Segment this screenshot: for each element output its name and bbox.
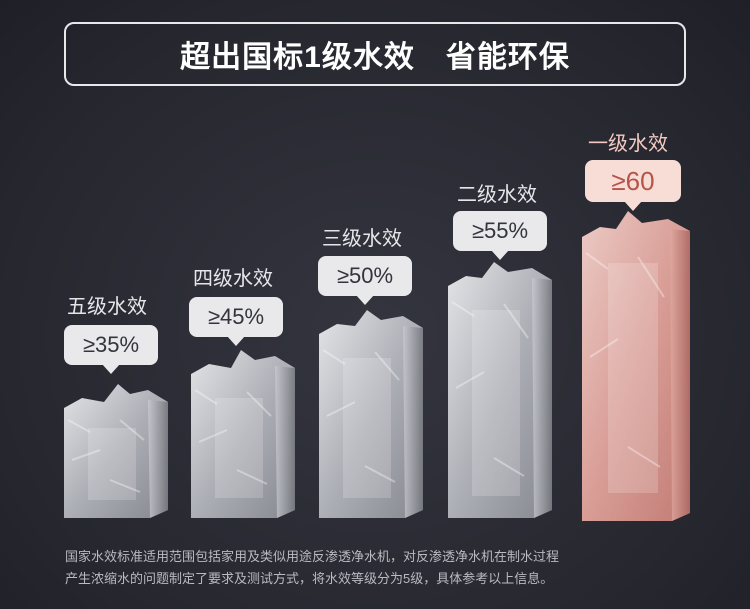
level-5-label: 五级水效 xyxy=(67,296,147,318)
page-title: 超出国标1级水效 省能环保 xyxy=(180,41,570,74)
level-3-badge: ≥50% xyxy=(318,256,412,305)
level-3-ice-block xyxy=(315,306,427,520)
level-1-badge: ≥60 xyxy=(585,160,681,211)
level-1-ice-block xyxy=(578,207,694,523)
level-3-label: 三级水效 xyxy=(322,228,402,250)
level-5-badge: ≥35% xyxy=(64,325,158,374)
level-2-label: 二级水效 xyxy=(457,184,537,206)
level-4-label: 四级水效 xyxy=(193,268,273,290)
footnote-line-1: 国家水效标准适用范围包括家用及类似用途反渗透净水机，对反渗透净水机在制水过程 xyxy=(65,549,560,564)
level-1-label: 一级水效 xyxy=(588,133,668,155)
level-2-badge: ≥55% xyxy=(453,211,547,260)
footnote-line-2: 产生浓缩水的问题制定了要求及测试方式，将水效等级分为5级，具体参考以上信息。 xyxy=(65,571,554,586)
level-5-ice-block xyxy=(60,380,172,520)
title-box: 超出国标1级水效 省能环保 xyxy=(64,22,686,86)
level-4-badge: ≥45% xyxy=(189,297,283,346)
level-2-ice-block xyxy=(444,258,556,520)
level-4-ice-block xyxy=(187,346,299,520)
footnote: 国家水效标准适用范围包括家用及类似用途反渗透净水机，对反渗透净水机在制水过程 产… xyxy=(65,546,705,590)
